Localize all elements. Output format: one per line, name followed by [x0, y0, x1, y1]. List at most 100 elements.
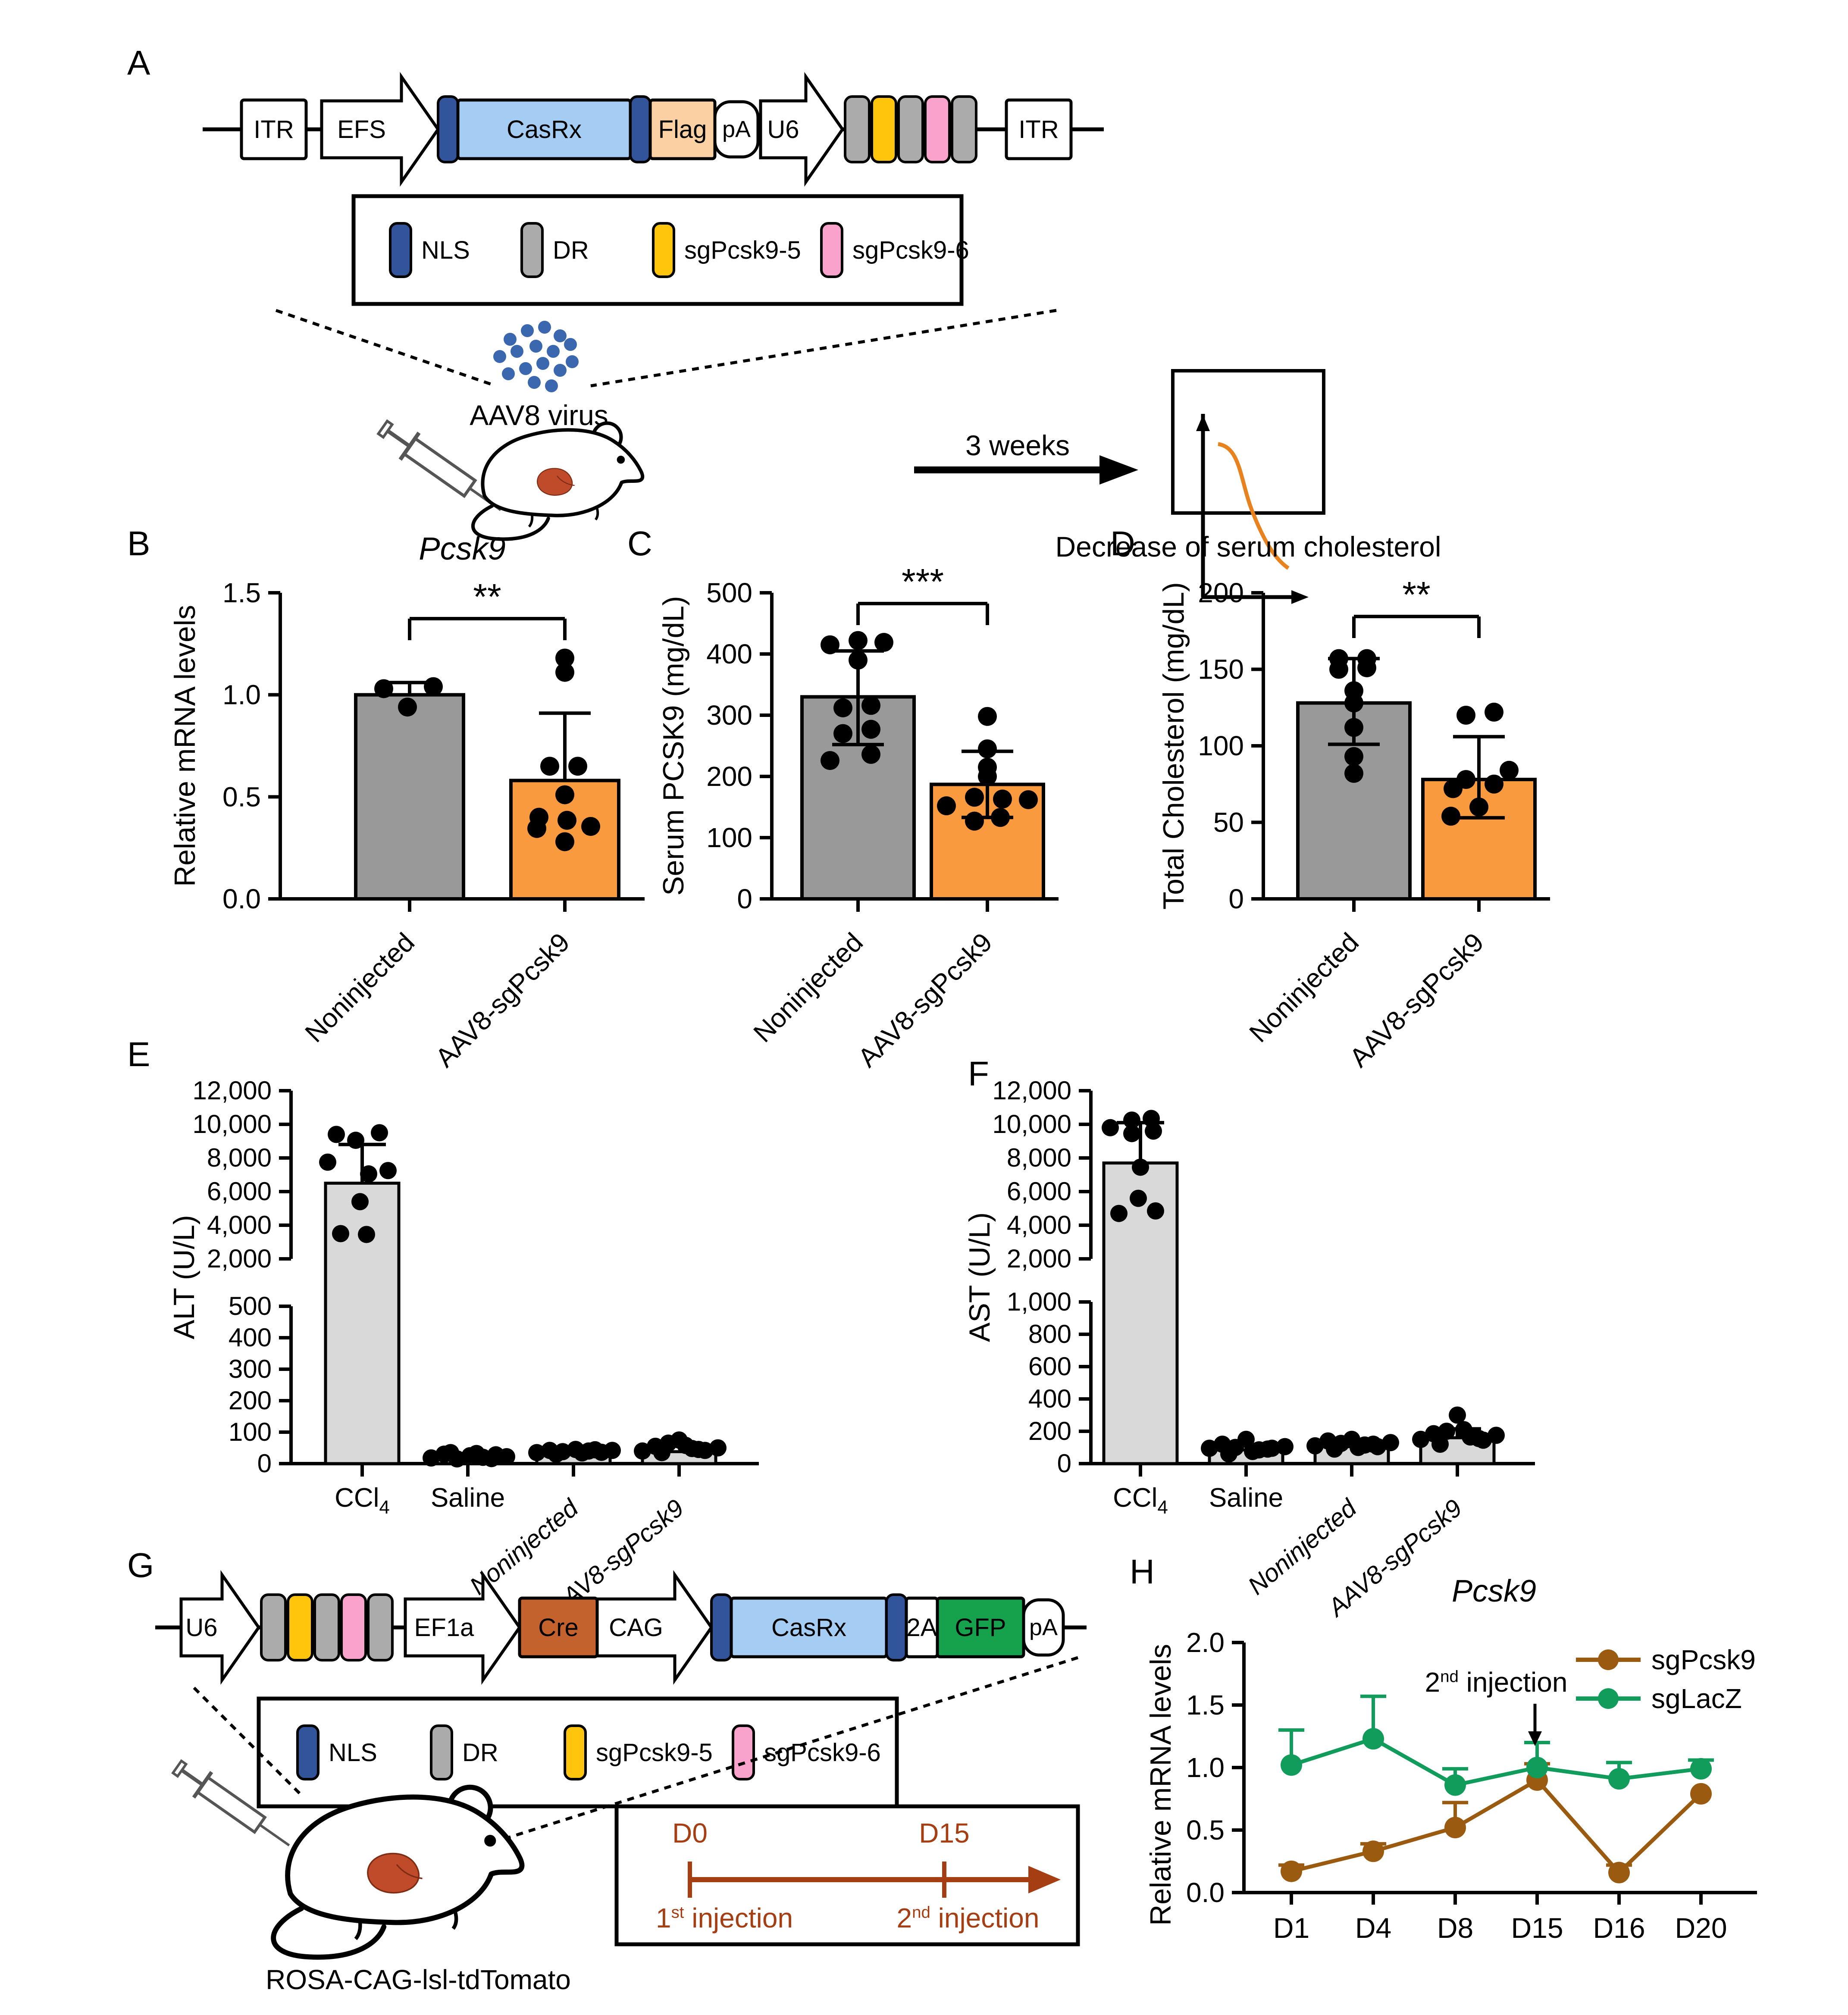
data-point-sgLacZ — [1363, 1728, 1384, 1750]
x-category-label: Noninjected — [748, 927, 869, 1048]
data-point — [548, 1446, 565, 1463]
needle — [259, 1824, 290, 1846]
construct-arrow-EF1a — [404, 1570, 522, 1685]
y-tick-label: 0 — [737, 883, 752, 914]
data-point — [423, 1449, 440, 1467]
construct-arrow-U6 — [179, 1570, 261, 1685]
data-point — [442, 1444, 459, 1461]
data-point — [586, 1441, 604, 1458]
construct-arrow-EFS — [320, 72, 440, 187]
virus-particle — [554, 364, 567, 377]
y-axis-title: Serum PCSK9 (mg/dL) — [657, 596, 690, 895]
second-injection-annotation: 2nd injection — [1425, 1667, 1568, 1698]
plunger-end — [171, 1759, 188, 1778]
data-point — [978, 767, 997, 786]
construct-box-label: pA — [722, 116, 751, 142]
data-point — [993, 789, 1012, 809]
data-point — [558, 810, 576, 830]
data-point — [833, 724, 852, 743]
data-point — [398, 698, 417, 717]
data-point — [677, 1436, 694, 1454]
legend-item-label: DR — [462, 1739, 498, 1767]
data-point — [1441, 807, 1460, 826]
panel-F-chart: 2,000 4,000 6,000 8,000 10,000 12,000 0 200 400 6… — [963, 1076, 1535, 1622]
x-category-label: D4 — [1355, 1912, 1391, 1944]
virus-particle — [521, 324, 534, 337]
construct-block-DR — [260, 1593, 287, 1661]
y-axis-title: ALT (U/L) — [168, 1215, 200, 1339]
y-tick-label: 0 — [1228, 883, 1244, 914]
legend-swatch-sgPcsk9-5 — [652, 222, 675, 278]
timeline-arrowhead — [1028, 1866, 1061, 1893]
data-point — [328, 1126, 345, 1143]
construct-block-DR — [313, 1593, 340, 1661]
data-point — [1500, 760, 1519, 780]
y-tick-label: 500 — [229, 1292, 272, 1320]
mouse-tail — [471, 504, 550, 541]
data-point — [821, 635, 839, 654]
barrel — [402, 436, 477, 498]
data-point — [1449, 1406, 1466, 1424]
significance-label: *** — [902, 561, 944, 602]
panel-f-letter: F — [968, 1054, 989, 1093]
panel-a-art — [275, 309, 1325, 604]
x-category-label: AAV8-sgPcsk9 — [430, 927, 576, 1073]
y-tick-label: 10,000 — [192, 1110, 272, 1139]
data-point-sgPcsk9 — [1363, 1840, 1384, 1862]
data-point — [709, 1439, 727, 1457]
mouse-liver — [537, 468, 573, 496]
construct-block-DR — [367, 1593, 394, 1661]
y-tick-label: 12,000 — [192, 1076, 272, 1105]
legend-item-label: sgPcsk9-5 — [684, 236, 801, 264]
panel-C-chart: 0 100 200 300 400 500 Serum PCSK9 (mg/dL) Nonin… — [657, 561, 1059, 1073]
x-category-label: Saline — [1209, 1483, 1283, 1513]
x-category-label: AAV8-sgPcsk9 — [852, 927, 998, 1073]
syringe-g — [171, 1759, 290, 1846]
panel-b-title: Pcsk9 — [419, 531, 506, 566]
x-category-label: CCl4 — [335, 1483, 390, 1518]
y-tick-label: 50 — [1213, 807, 1244, 838]
data-point — [371, 1124, 388, 1142]
data-point-sgLacZ — [1281, 1754, 1302, 1776]
construct-arrow-label: U6 — [767, 116, 799, 144]
construct-arrow-label: U6 — [185, 1614, 217, 1642]
data-point — [468, 1445, 485, 1462]
data-point — [965, 788, 984, 807]
construct-box-label: ITR — [1018, 116, 1059, 144]
construct-box-ITR — [1005, 98, 1073, 160]
y-tick-label: 12,000 — [992, 1076, 1071, 1105]
significance-label: ** — [1402, 574, 1430, 615]
y-tick-label: 0.0 — [1186, 1877, 1225, 1908]
data-point — [1276, 1438, 1294, 1455]
data-point — [483, 1450, 500, 1467]
data-point — [1470, 1430, 1488, 1447]
virus-particle — [554, 329, 567, 342]
x-category-label: AAV8-sgPcsk9 — [1344, 927, 1490, 1073]
data-point-sgLacZ — [1608, 1768, 1630, 1790]
y-tick-label: 100 — [229, 1417, 272, 1446]
legend-marker — [1598, 1688, 1619, 1709]
data-point — [1382, 1434, 1399, 1452]
construct-box-label: Flag — [658, 116, 707, 144]
data-point — [604, 1442, 621, 1459]
data-point — [1326, 1440, 1343, 1458]
legend-swatch-DR — [520, 222, 544, 278]
construct-box-label: ITR — [254, 116, 294, 144]
x-category-label: Noninjected — [1244, 927, 1365, 1048]
legend-swatch-sgPcsk9-5 — [564, 1724, 587, 1780]
construct-block-sgPcsk9-6 — [340, 1593, 367, 1661]
data-point — [1469, 798, 1488, 817]
construct-box-label: CasRx — [507, 116, 582, 144]
y-tick-label: 0.0 — [222, 883, 261, 914]
data-point — [861, 745, 880, 764]
data-point — [690, 1441, 707, 1458]
construct-box-label: GFP — [955, 1614, 1006, 1642]
construct-arrow-label: EFS — [337, 116, 386, 144]
timeline-injection-2-label: 2nd injection — [896, 1902, 1040, 1934]
data-point — [1444, 779, 1463, 798]
x-category-label: D20 — [1675, 1912, 1727, 1944]
barrel — [195, 1775, 267, 1834]
data-point — [1350, 1439, 1367, 1456]
